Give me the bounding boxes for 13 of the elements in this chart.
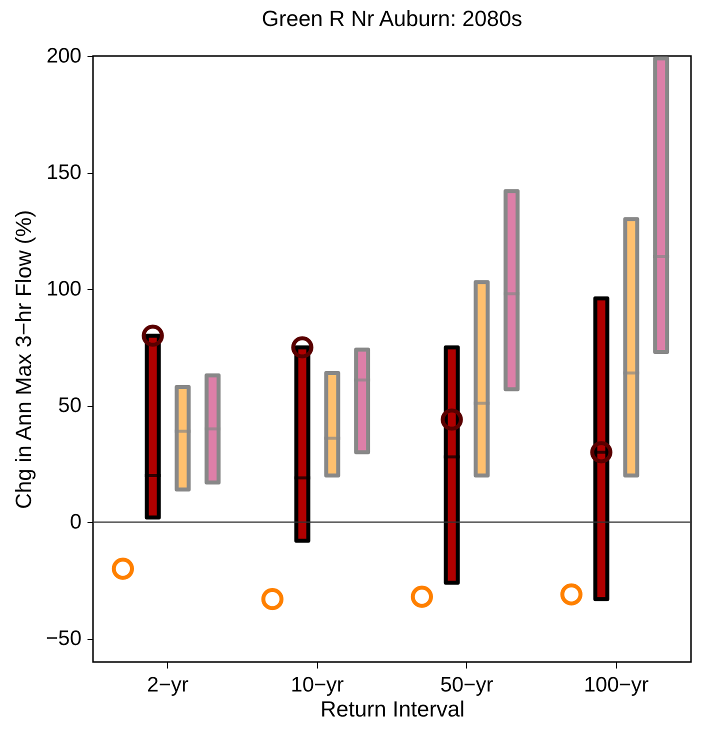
y-tick-label: 100	[46, 278, 82, 301]
x-tick-label: 100−yr	[584, 674, 649, 696]
x-tick-label: 2−yr	[147, 674, 188, 696]
y-tick-label: 0	[70, 510, 82, 534]
x-tick-label: 10−yr	[290, 674, 344, 696]
x-tick-label: 50−yr	[440, 674, 494, 696]
y-tick-label: −50	[46, 627, 82, 650]
chart-title: Green R Nr Auburn: 2080s	[262, 6, 522, 31]
x-axis-title: Return Interval	[320, 696, 465, 722]
y-tick-label: 50	[58, 394, 82, 418]
y-tick-label: 150	[46, 161, 82, 184]
y-axis-title: Chg in Ann Max 3−hr Flow (%)	[10, 210, 36, 509]
y-tick-label: 200	[46, 44, 82, 68]
